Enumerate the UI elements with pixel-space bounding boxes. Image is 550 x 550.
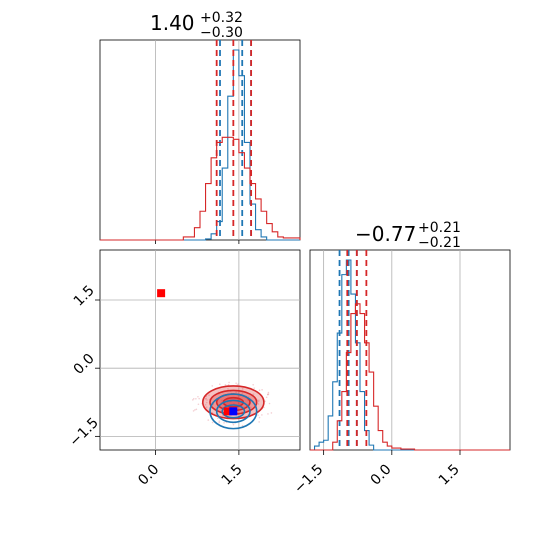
scatter-panel: 0.0 1.5 −1.5 0.0 1.5	[67, 249, 301, 489]
top-hist-frame	[99, 39, 301, 241]
y-tick-label: −1.5	[67, 415, 102, 450]
scatter-point	[257, 414, 259, 416]
scatter-point	[192, 410, 195, 412]
scatter-point	[235, 382, 237, 385]
bottom-hist-frame	[309, 249, 511, 451]
scatter-point	[205, 406, 208, 408]
bottom-hist-title-main: −0.77	[355, 222, 416, 246]
bottom-hist-series	[310, 250, 510, 451]
hist-step-line	[310, 259, 510, 451]
scatter-point	[235, 391, 237, 394]
bottom-hist-title-sup: +0.21	[418, 220, 461, 236]
x-tick-label: 1.5	[436, 462, 463, 489]
scatter-point	[267, 393, 269, 396]
scatter-point	[237, 383, 239, 385]
scatter-frame	[99, 249, 301, 451]
scatter-point	[197, 395, 199, 398]
scatter-point	[217, 417, 219, 420]
scatter-point	[257, 403, 260, 405]
scatter-point	[191, 399, 194, 401]
scatter-point	[267, 391, 270, 394]
marker-square	[223, 407, 232, 416]
scatter-point	[227, 388, 229, 390]
scatter-point	[261, 414, 263, 416]
scatter-point	[258, 421, 260, 423]
y-tick-label: 1.5	[71, 283, 98, 310]
x-tick-label: 0.0	[135, 462, 162, 489]
scatter-point	[221, 399, 223, 402]
scatter-point	[197, 403, 200, 406]
scatter-point	[258, 416, 261, 419]
contour-level	[209, 393, 258, 430]
bottom-hist-x-ticks: −1.5 0.0 1.5	[291, 450, 463, 497]
scatter-point	[258, 399, 260, 402]
scatter-y-ticks: −1.5 0.0 1.5	[67, 283, 102, 451]
scatter-point	[207, 419, 210, 421]
scatter-point	[192, 397, 195, 400]
scatter-point	[228, 381, 230, 384]
scatter-point	[252, 383, 254, 386]
scatter-point	[257, 400, 260, 403]
scatter-x-ticks: 0.0 1.5	[135, 450, 246, 489]
scatter-point	[252, 393, 255, 395]
bottom-hist-grid	[323, 250, 461, 450]
scatter-point	[267, 413, 269, 415]
scatter-point	[223, 422, 225, 424]
contour-level	[215, 399, 251, 424]
bottom-hist-panel: −1.5 0.0 1.5 −0.77 +0.21 −0.21	[291, 220, 511, 497]
scatter-point	[249, 406, 252, 409]
scatter-point	[205, 397, 207, 400]
y-tick-label: 0.0	[71, 351, 98, 378]
scatter-point	[253, 387, 255, 389]
marker-square	[229, 407, 238, 416]
scatter-point	[204, 403, 207, 406]
scatter-point	[194, 409, 196, 411]
scatter-point	[241, 392, 244, 394]
scatter-point	[208, 394, 210, 396]
scatter-point	[198, 397, 200, 400]
top-hist-title-sup: +0.32	[200, 10, 243, 26]
scatter-point	[211, 421, 214, 424]
scatter-point	[224, 384, 227, 386]
scatter-point	[241, 424, 244, 427]
scatter-markers	[157, 289, 238, 416]
scatter-point	[265, 396, 268, 399]
top-hist-panel: 1.40 +0.32 −0.30	[99, 10, 301, 244]
scatter-point	[195, 408, 198, 411]
x-tick-label: −1.5	[291, 462, 326, 497]
x-tick-label: 0.0	[368, 462, 395, 489]
scatter-contours	[201, 385, 265, 430]
scatter-point	[232, 423, 235, 426]
top-hist-title-sub: −0.30	[200, 25, 243, 41]
scatter-point	[237, 402, 240, 404]
scatter-point	[241, 388, 244, 390]
scatter-point	[270, 412, 273, 414]
scatter-point	[211, 385, 214, 387]
scatter-point	[227, 384, 230, 386]
scatter-point	[205, 401, 208, 404]
bottom-hist-title-sub: −0.21	[418, 235, 461, 251]
scatter-point	[218, 420, 221, 422]
scatter-point	[206, 399, 208, 401]
x-tick-label: 1.5	[219, 462, 246, 489]
top-hist-series	[100, 40, 301, 241]
scatter-point	[218, 383, 221, 385]
scatter-point	[218, 421, 221, 424]
top-hist-title-main: 1.40	[150, 11, 195, 35]
contour-level	[221, 404, 246, 419]
scatter-point	[195, 397, 197, 400]
scatter-point	[258, 389, 261, 392]
hist-step-line	[100, 49, 300, 241]
scatter-point	[261, 388, 263, 391]
hist-step-line	[100, 136, 301, 241]
marker-square	[157, 289, 166, 298]
scatter-point	[268, 402, 271, 405]
